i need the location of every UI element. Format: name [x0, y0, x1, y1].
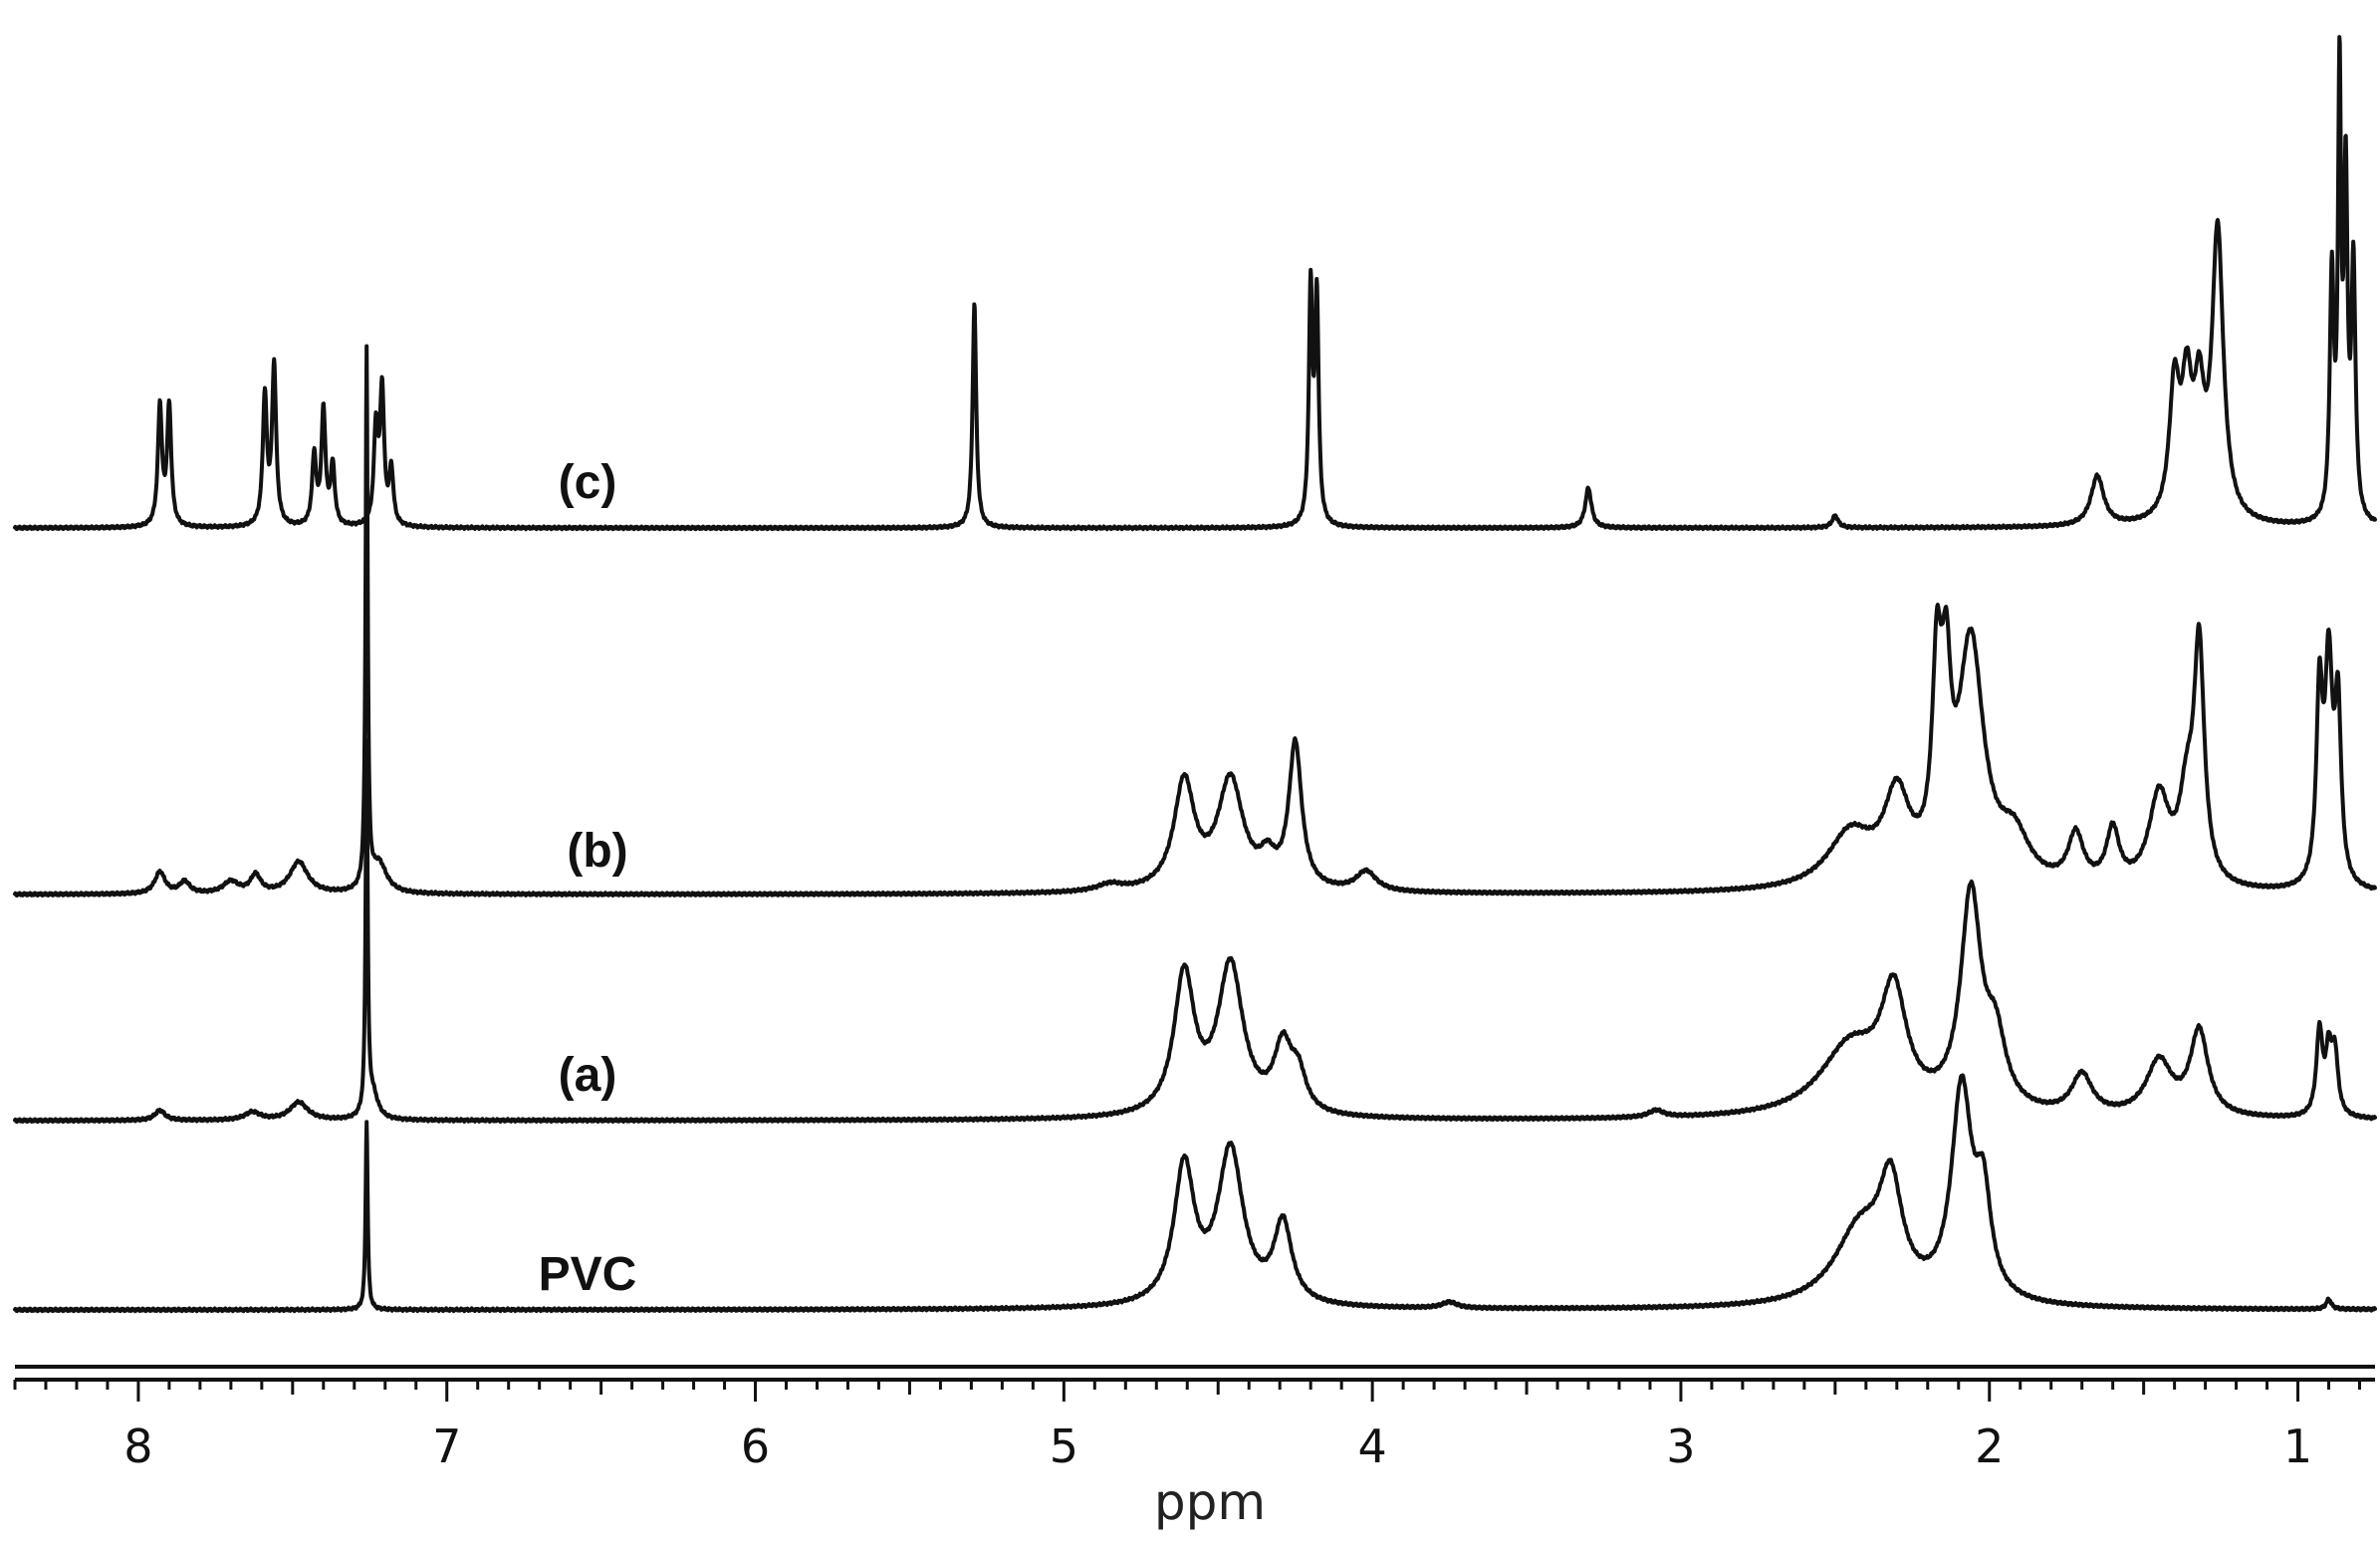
series-label-2: (b)	[567, 825, 627, 878]
tick-label-7: 7	[432, 1419, 461, 1473]
series-label-4: PVC	[539, 1248, 637, 1301]
x-axis: 8 7 6 5 4 3 2 1	[13, 1365, 2375, 1473]
tick-label-4: 4	[1357, 1419, 1386, 1473]
tick-label-5: 5	[1050, 1419, 1078, 1473]
tick-label-3: 3	[1666, 1419, 1695, 1473]
x-axis-label: ppm	[1154, 1473, 1266, 1531]
tick-label-1: 1	[2283, 1419, 2312, 1473]
x-axis-ticks	[13, 1380, 2362, 1402]
x-axis-tick-labels: 8 7 6 5 4 3 2 1	[123, 1419, 2312, 1473]
tick-label-2: 2	[1975, 1419, 2004, 1473]
tick-label-8: 8	[123, 1419, 152, 1473]
spectrum-line-3	[13, 738, 2377, 1125]
spectrum-traces	[13, 35, 2377, 1314]
tick-label-6: 6	[741, 1419, 770, 1473]
series-label-3: (a)	[559, 1049, 617, 1102]
spectrum-line-4	[13, 1073, 2377, 1314]
series-label-1: (c)	[559, 456, 617, 509]
spectrum-line-1	[13, 35, 2377, 532]
series-labels: (c) (b) (a) PVC	[539, 456, 637, 1301]
spectrum-line-2	[13, 344, 2377, 898]
